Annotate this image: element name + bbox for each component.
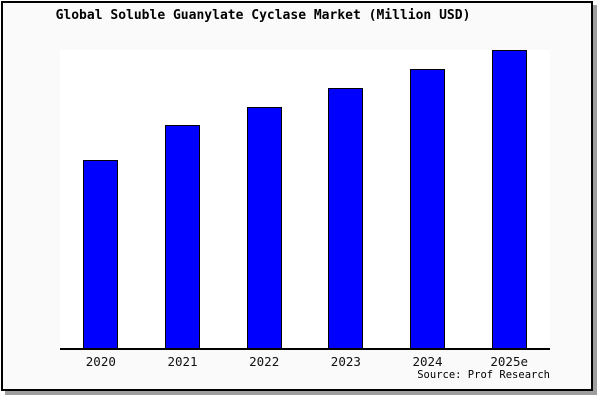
bar-slot-2022	[223, 50, 305, 348]
bar-2021	[165, 124, 200, 348]
x-tick-label-2024: 2024	[412, 354, 443, 369]
x-tick-label-2020: 2020	[85, 354, 116, 369]
bar-group	[60, 50, 550, 348]
x-tick-label-2023: 2023	[330, 354, 361, 369]
bar-slot-2020	[60, 50, 142, 348]
source-credit: Source: Prof Research	[417, 369, 550, 381]
x-tick-label-2021: 2021	[167, 354, 198, 369]
bar-slot-2024	[387, 50, 469, 348]
chart-title: Global Soluble Guanylate Cyclase Market …	[55, 8, 471, 23]
bar-slot-2021	[142, 50, 224, 348]
x-tick-label-2025e: 2025e	[490, 354, 529, 369]
plot-area	[60, 50, 550, 350]
bar-2020	[83, 160, 119, 348]
bar-slot-2023	[305, 50, 387, 348]
x-axis-tick-labels: 2020 2021 2022 2023 2024 2025e	[60, 354, 550, 369]
bar-2025e	[491, 50, 527, 348]
bar-2023	[328, 87, 364, 348]
bar-2022	[246, 106, 282, 348]
chart-frame: Global Soluble Guanylate Cyclase Market …	[1, 1, 593, 391]
bar-slot-2025e	[468, 50, 550, 348]
bar-2024	[410, 68, 446, 348]
x-tick-label-2022: 2022	[249, 354, 280, 369]
